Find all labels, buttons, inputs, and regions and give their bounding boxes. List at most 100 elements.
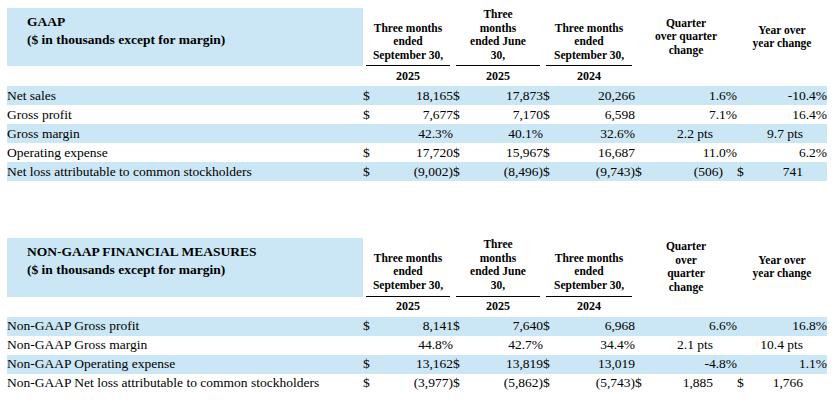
year-label: 2025 bbox=[453, 297, 543, 317]
currency-symbol: $ bbox=[635, 374, 651, 393]
currency-symbol: $ bbox=[543, 317, 559, 336]
non-gaap-subtitle: ($ in thousands except for margin) bbox=[27, 261, 355, 279]
table-row: Non-GAAP Gross profit $ 8,141 $ 7,640 $ … bbox=[7, 317, 827, 336]
non-gaap-year-row: 2025 2025 2024 bbox=[7, 297, 827, 317]
non-gaap-table: NON-GAAP FINANCIAL MEASURES ($ in thousa… bbox=[7, 238, 827, 392]
value-cell: 44.8% bbox=[379, 336, 453, 355]
currency-symbol: $ bbox=[543, 162, 559, 181]
currency-symbol bbox=[737, 86, 753, 105]
non-gaap-col-header-q2-2025: Three months ended June 30, bbox=[453, 238, 543, 296]
row-label: Gross profit bbox=[7, 105, 363, 124]
non-gaap-col-header-q1-2025: Three months ended September 30, bbox=[363, 238, 453, 296]
value-cell: (8,496) bbox=[469, 162, 543, 181]
currency-symbol bbox=[737, 355, 753, 374]
row-label: Net sales bbox=[7, 86, 363, 105]
currency-symbol: $ bbox=[737, 162, 753, 181]
year-label: 2024 bbox=[543, 297, 635, 317]
value-cell: 15,967 bbox=[469, 143, 543, 162]
currency-symbol bbox=[635, 317, 651, 336]
value-cell: 13,019 bbox=[559, 355, 635, 374]
currency-symbol bbox=[543, 336, 559, 355]
currency-symbol: $ bbox=[363, 374, 379, 393]
gaap-col-header-q1-2025: Three months ended September 30, bbox=[363, 8, 453, 66]
table-row: Non-GAAP Net loss attributable to common… bbox=[7, 374, 827, 393]
non-gaap-col-header-q3-2024: Three months ended September 30, bbox=[543, 238, 635, 296]
value-cell: 10.4 pts bbox=[753, 336, 827, 355]
table-row: Operating expense $ 17,720 $ 15,967 $ 16… bbox=[7, 143, 827, 162]
currency-symbol bbox=[737, 143, 753, 162]
row-label: Operating expense bbox=[7, 143, 363, 162]
gaap-table: GAAP ($ in thousands except for margin) … bbox=[7, 8, 827, 181]
value-cell: 6.2% bbox=[753, 143, 827, 162]
value-cell: 16.4% bbox=[753, 105, 827, 124]
year-label: 2025 bbox=[363, 66, 453, 86]
value-cell: 42.7% bbox=[469, 336, 543, 355]
currency-symbol bbox=[635, 143, 651, 162]
value-cell: 13,162 bbox=[379, 355, 453, 374]
currency-symbol: $ bbox=[737, 374, 753, 393]
non-gaap-col-header-qoq: Quarter over quarter change bbox=[635, 238, 737, 296]
value-cell: 7,677 bbox=[379, 105, 453, 124]
currency-symbol bbox=[635, 336, 651, 355]
currency-symbol bbox=[737, 317, 753, 336]
gaap-col-header-qoq: Quarter over quarter change bbox=[635, 8, 737, 66]
currency-symbol: $ bbox=[453, 317, 469, 336]
value-cell: 7,170 bbox=[469, 105, 543, 124]
currency-symbol: $ bbox=[453, 355, 469, 374]
value-cell: 20,266 bbox=[559, 86, 635, 105]
year-label: 2025 bbox=[453, 66, 543, 86]
table-row: Net loss attributable to common stockhol… bbox=[7, 162, 827, 181]
value-cell: 6,598 bbox=[559, 105, 635, 124]
currency-symbol bbox=[635, 105, 651, 124]
currency-symbol: $ bbox=[363, 317, 379, 336]
non-gaap-title: NON-GAAP FINANCIAL MEASURES bbox=[27, 243, 355, 261]
currency-symbol: $ bbox=[635, 162, 651, 181]
table-row: Non-GAAP Operating expense $ 13,162 $ 13… bbox=[7, 355, 827, 374]
currency-symbol: $ bbox=[543, 355, 559, 374]
value-cell: 11.0% bbox=[651, 143, 737, 162]
currency-symbol: $ bbox=[363, 86, 379, 105]
value-cell: 9.7 pts bbox=[753, 124, 827, 143]
currency-symbol bbox=[453, 336, 469, 355]
currency-symbol: $ bbox=[543, 105, 559, 124]
value-cell: 1,766 bbox=[753, 374, 827, 393]
currency-symbol bbox=[363, 336, 379, 355]
value-cell: 1.1% bbox=[753, 355, 827, 374]
gaap-title: GAAP bbox=[27, 13, 355, 31]
gaap-year-row: 2025 2025 2024 bbox=[7, 66, 827, 86]
currency-symbol bbox=[635, 124, 651, 143]
currency-symbol: $ bbox=[453, 105, 469, 124]
table-row: Non-GAAP Gross margin 44.8% 42.7% 34.4% … bbox=[7, 336, 827, 355]
row-label: Gross margin bbox=[7, 124, 363, 143]
non-gaap-col-header-yoy: Year over year change bbox=[737, 238, 827, 296]
value-cell: 17,720 bbox=[379, 143, 453, 162]
gaap-col-header-yoy: Year over year change bbox=[737, 8, 827, 66]
currency-symbol bbox=[453, 124, 469, 143]
gaap-col-header-q3-2024: Three months ended September 30, bbox=[543, 8, 635, 66]
currency-symbol: $ bbox=[363, 143, 379, 162]
currency-symbol: $ bbox=[543, 374, 559, 393]
row-label: Net loss attributable to common stockhol… bbox=[7, 162, 363, 181]
value-cell: 13,819 bbox=[469, 355, 543, 374]
currency-symbol: $ bbox=[543, 143, 559, 162]
gaap-subtitle: ($ in thousands except for margin) bbox=[27, 31, 355, 49]
currency-symbol bbox=[737, 336, 753, 355]
row-label: Non-GAAP Net loss attributable to common… bbox=[7, 374, 363, 393]
value-cell: 1.6% bbox=[651, 86, 737, 105]
value-cell: 16,687 bbox=[559, 143, 635, 162]
non-gaap-header-row: NON-GAAP FINANCIAL MEASURES ($ in thousa… bbox=[7, 238, 827, 296]
value-cell: 8,141 bbox=[379, 317, 453, 336]
currency-symbol: $ bbox=[453, 86, 469, 105]
value-cell: 16.8% bbox=[753, 317, 827, 336]
value-cell: 7,640 bbox=[469, 317, 543, 336]
value-cell: 42.3% bbox=[379, 124, 453, 143]
row-label: Non-GAAP Gross margin bbox=[7, 336, 363, 355]
value-cell: 6.6% bbox=[651, 317, 737, 336]
value-cell: 18,165 bbox=[379, 86, 453, 105]
currency-symbol: $ bbox=[453, 143, 469, 162]
value-cell: 6,968 bbox=[559, 317, 635, 336]
value-cell: 1,885 bbox=[651, 374, 737, 393]
value-cell: 34.4% bbox=[559, 336, 635, 355]
year-label: 2025 bbox=[363, 297, 453, 317]
row-label: Non-GAAP Operating expense bbox=[7, 355, 363, 374]
